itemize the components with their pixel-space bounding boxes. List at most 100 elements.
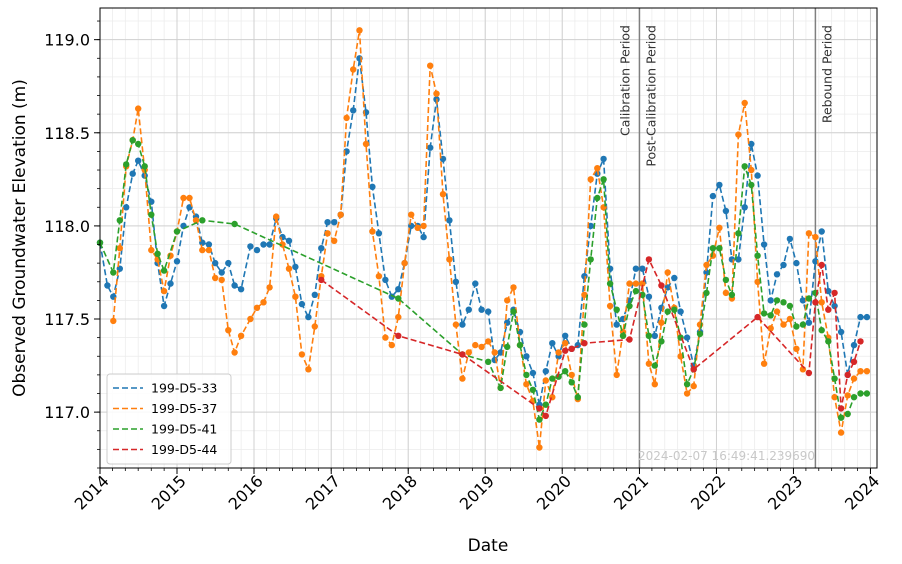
data-point [350,66,357,73]
series-layer [96,27,871,451]
data-point [135,105,142,112]
period-lines: Calibration Period Post-Calibration Perio… [617,8,834,468]
data-point [446,256,453,263]
data-point [748,140,755,148]
data-point [180,194,187,202]
data-point [664,269,671,276]
data-point [247,315,254,323]
data-point [408,211,415,218]
data-point [123,204,130,211]
data-point [369,228,376,235]
series-line [112,30,867,448]
data-point [459,351,466,358]
legend-label: 199-D5-41 [151,422,217,437]
data-point [645,256,653,263]
data-point [212,259,219,267]
data-point [568,371,575,379]
data-point [658,282,665,289]
data-point [773,271,781,278]
data-point [562,347,569,354]
data-point [863,390,871,397]
data-point [850,394,858,401]
data-point [741,99,748,107]
data-point [645,360,653,367]
data-point [658,338,665,345]
data-point [199,217,206,224]
data-point [683,334,691,341]
data-point [799,321,807,328]
data-point [722,207,730,215]
data-point [427,144,434,151]
data-point [231,349,238,356]
data-point [260,299,267,306]
data-point [375,273,383,280]
data-point [212,274,219,282]
data-point [844,410,851,418]
data-point [160,287,168,295]
data-point [857,338,864,345]
data-point [116,245,124,252]
data-point [581,273,588,280]
data-point [285,237,293,244]
data-point [395,332,402,339]
data-point [600,176,607,183]
data-point [799,297,807,304]
y-axis: 117.0 117.5 118.0 118.5 119.0 [44,20,100,469]
data-point [388,293,395,300]
data-point [414,224,421,231]
data-point [305,366,312,373]
data-point [651,332,658,339]
data-point [825,306,832,313]
data-point [606,302,614,310]
data-point [831,375,838,382]
data-point [812,258,819,265]
data-point [173,258,181,265]
data-point [677,308,684,315]
data-point [850,375,858,382]
data-point [420,222,427,230]
data-point [116,217,124,224]
data-point [141,163,148,170]
data-point [690,382,697,390]
data-point [536,444,543,451]
data-point [135,140,142,148]
data-point [497,384,504,392]
data-point [639,265,646,272]
data-point [292,263,299,271]
data-point [253,246,261,254]
plot-frame [99,7,878,469]
data-point [767,325,774,332]
series-199-D5-44 [318,256,864,420]
data-point [160,267,168,274]
data-point [542,401,549,408]
data-point [709,192,717,200]
data-point [793,259,800,267]
data-point [110,317,117,325]
data-point [433,90,440,97]
data-point [639,291,646,298]
data-point [148,211,155,218]
data-point [529,369,537,377]
x-axis: 2014 2015 2016 2017 2018 2019 2020 2021 2022 2023… [71,468,883,514]
data-point [683,390,691,397]
data-point [485,338,492,345]
data-point [825,287,832,295]
data-point [606,280,614,287]
data-point [735,256,742,263]
data-point [459,321,466,328]
data-point [110,269,117,276]
data-point [542,412,549,420]
data-point [311,323,318,330]
data-point [793,345,800,352]
series-199-D5-41 [96,137,871,423]
legend-label: 199-D5-33 [151,381,217,396]
data-point [205,241,213,248]
data-point [812,233,819,241]
data-point [324,219,331,226]
data-point [555,349,562,356]
data-point [104,282,111,289]
data-point [491,349,498,356]
y-axis-title: Observed Groundwater Elevation (m) [10,79,30,397]
data-point [619,332,627,339]
data-point [350,107,357,114]
